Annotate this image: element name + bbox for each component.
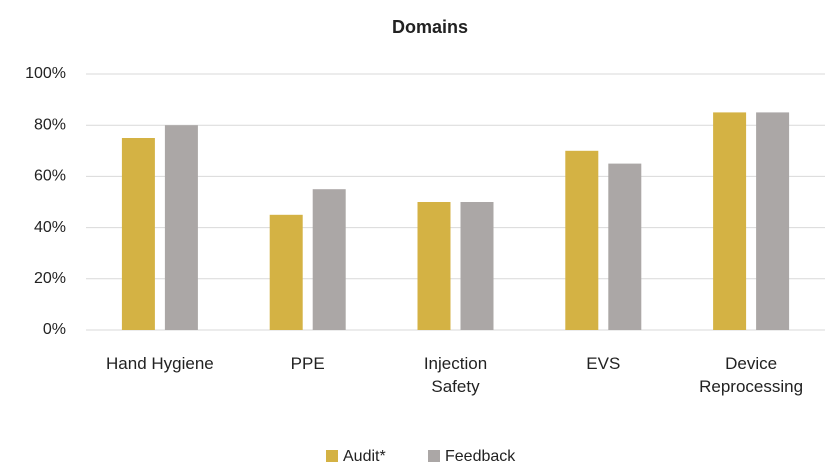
x-tick-label: Injection Safety bbox=[423, 354, 488, 396]
y-tick-label: 80% bbox=[34, 116, 66, 133]
bar bbox=[121, 138, 155, 330]
bar bbox=[608, 163, 642, 330]
bar bbox=[565, 150, 599, 330]
y-tick-label: 0% bbox=[43, 321, 66, 338]
y-tick-label: 40% bbox=[34, 219, 66, 236]
x-tick-label: Device Reprocessing bbox=[699, 354, 804, 396]
legend-swatch bbox=[326, 450, 338, 462]
x-tick-label: EVS bbox=[586, 354, 621, 373]
x-tick-label: Hand Hygiene bbox=[106, 354, 214, 373]
chart-title: Domains bbox=[392, 17, 468, 37]
legend-label: Feedback bbox=[445, 448, 516, 465]
y-tick-label: 100% bbox=[25, 65, 66, 82]
bar bbox=[269, 214, 303, 330]
bar bbox=[164, 125, 198, 330]
bar bbox=[460, 202, 494, 330]
bar bbox=[312, 189, 346, 330]
x-tick-label: PPE bbox=[290, 354, 325, 373]
legend-swatch bbox=[428, 450, 440, 462]
bar bbox=[713, 112, 747, 331]
y-tick-label: 60% bbox=[34, 168, 66, 185]
bar bbox=[417, 202, 451, 330]
legend-label: Audit* bbox=[343, 448, 386, 465]
y-tick-label: 20% bbox=[34, 270, 66, 287]
bar bbox=[756, 112, 790, 331]
